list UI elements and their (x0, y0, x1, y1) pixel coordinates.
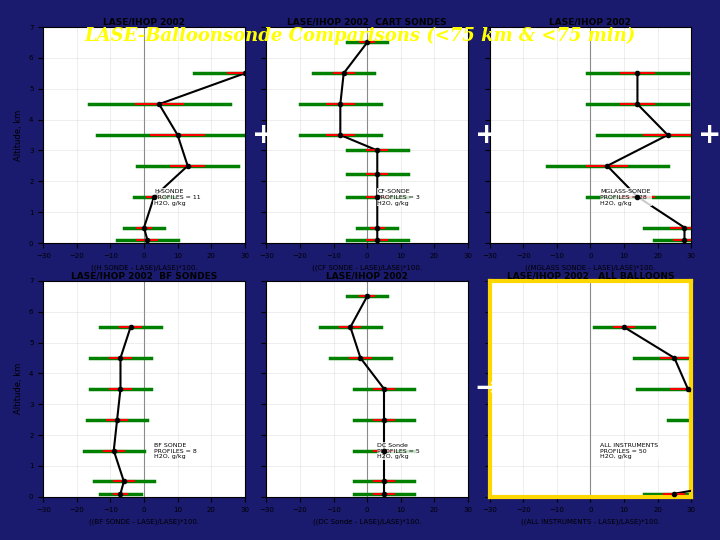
Text: +: + (475, 121, 498, 149)
Title: LASE/IHOP 2002: LASE/IHOP 2002 (326, 271, 408, 280)
X-axis label: ((CF SONDE - LASE)/LASE)*100.: ((CF SONDE - LASE)/LASE)*100. (312, 264, 422, 271)
X-axis label: ((DC Sonde - LASE)/LASE)*100.: ((DC Sonde - LASE)/LASE)*100. (313, 518, 421, 524)
Text: +: + (698, 121, 720, 149)
X-axis label: ((ALL INSTRUMENTS - LASE)/LASE)*100.: ((ALL INSTRUMENTS - LASE)/LASE)*100. (521, 518, 660, 524)
Title: LASE/IHOP 2002   ALL BALLOONS: LASE/IHOP 2002 ALL BALLOONS (507, 271, 674, 280)
Text: →: → (475, 375, 498, 403)
Y-axis label: Altitude, km: Altitude, km (14, 110, 24, 160)
X-axis label: ((H SONDE - LASE)/LASE)*100.: ((H SONDE - LASE)/LASE)*100. (91, 264, 197, 271)
Text: MGLASS-SONDE
PROFILES = 28
H2O, g/kg: MGLASS-SONDE PROFILES = 28 H2O, g/kg (600, 189, 651, 206)
X-axis label: ((BF SONDE - LASE)/LASE)*100.: ((BF SONDE - LASE)/LASE)*100. (89, 518, 199, 524)
Title: LASE/IHOP 2002  BF SONDES: LASE/IHOP 2002 BF SONDES (71, 271, 217, 280)
Title: LASE/IHOP 2002: LASE/IHOP 2002 (103, 17, 185, 26)
Title: LASE/IHOP 2002: LASE/IHOP 2002 (549, 17, 631, 26)
Text: DC Sonde
PROFILES = 5
H2O, g/kg: DC Sonde PROFILES = 5 H2O, g/kg (377, 443, 420, 460)
Text: +: + (252, 121, 275, 149)
Text: LASE-Balloonsonde Comparisons (<75 km & <75 min): LASE-Balloonsonde Comparisons (<75 km & … (84, 27, 636, 45)
Title: LASE/IHOP 2002  CART SONDES: LASE/IHOP 2002 CART SONDES (287, 17, 447, 26)
Text: H-SONDE
PROFILES = 11
H2O, g/kg: H-SONDE PROFILES = 11 H2O, g/kg (154, 189, 201, 206)
Y-axis label: Altitude, km: Altitude, km (14, 363, 24, 414)
X-axis label: ((MGLASS SONDE - LASE)/LASE)*100.: ((MGLASS SONDE - LASE)/LASE)*100. (526, 264, 655, 271)
Text: CF-SONDE
PROFILES = 3
H2O, g/kg: CF-SONDE PROFILES = 3 H2O, g/kg (377, 189, 420, 206)
Text: ALL INSTRUMENTS
PROFILES = 50
H2O, g/kg: ALL INSTRUMENTS PROFILES = 50 H2O, g/kg (600, 443, 659, 460)
Text: BF SONDE
PROFILES = 8
H2O, g/kg: BF SONDE PROFILES = 8 H2O, g/kg (154, 443, 197, 460)
